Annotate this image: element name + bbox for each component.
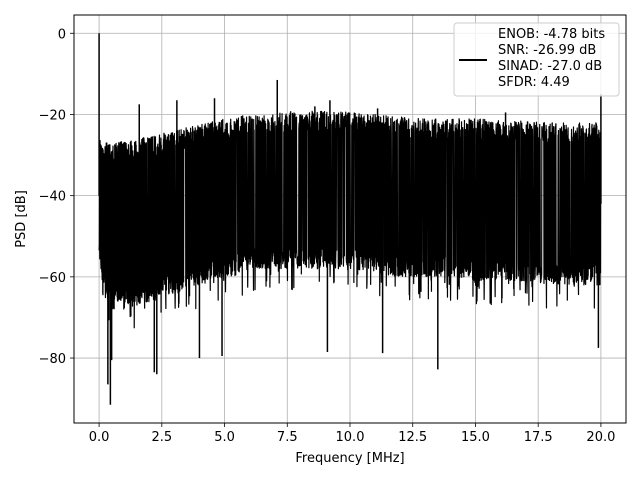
psd-series-line <box>98 110 602 329</box>
x-tick-label: 5.0 <box>214 430 235 445</box>
x-tick-label: 10.0 <box>336 430 365 445</box>
x-tick-label: 7.5 <box>277 430 298 445</box>
x-tick-label: 15.0 <box>461 430 490 445</box>
x-axis-ticks: 0.0 2.5 5.0 7.5 10.0 12.5 15.0 17.5 20.0 <box>89 423 615 445</box>
y-axis-ticks: 0 −20 −40 −60 −80 <box>39 27 74 367</box>
y-tick-label: −40 <box>39 190 66 205</box>
legend-entry-sinad: SINAD: -27.0 dB <box>498 59 602 74</box>
x-tick-label: 17.5 <box>524 430 553 445</box>
x-tick-label: 2.5 <box>151 430 172 445</box>
legend-box <box>453 22 620 97</box>
plot-area <box>98 33 602 405</box>
legend-entry-snr: SNR: -26.99 dB <box>498 43 596 58</box>
y-tick-label: −60 <box>39 271 66 286</box>
y-axis-label: PSD [dB] <box>14 190 29 248</box>
x-tick-label: 0.0 <box>89 430 110 445</box>
legend-entry-enob: ENOB: -4.78 bits <box>498 27 605 42</box>
y-tick-label: 0 <box>58 27 66 42</box>
x-tick-label: 20.0 <box>586 430 615 445</box>
x-axis-label: Frequency [MHz] <box>295 451 404 466</box>
legend: ENOB: -4.78 bits SNR: -26.99 dB SINAD: -… <box>453 22 620 97</box>
x-tick-label: 12.5 <box>398 430 427 445</box>
y-tick-label: −20 <box>39 108 66 123</box>
y-tick-label: −80 <box>39 352 66 367</box>
legend-entry-sfdr: SFDR: 4.49 <box>498 75 570 90</box>
